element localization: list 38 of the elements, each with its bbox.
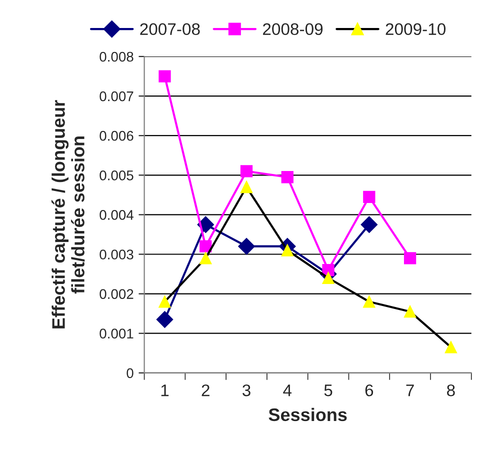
point — [238, 238, 255, 255]
point — [281, 171, 294, 184]
point — [158, 70, 171, 82]
x-tick-label: 4 — [283, 384, 292, 396]
point — [158, 296, 171, 308]
point — [444, 341, 458, 354]
legend-label: 2007-08 — [140, 23, 200, 36]
y-axis-title: Effectif capturé / (longueur filet/durée session — [52, 100, 85, 328]
point — [404, 252, 416, 264]
legend-label: 2009-10 — [386, 23, 446, 36]
y-tick-label: 0.006 — [100, 130, 134, 141]
point — [404, 306, 416, 318]
point — [156, 311, 174, 328]
x-tick-label: 6 — [365, 384, 374, 396]
x-tick-label: 2 — [202, 384, 210, 396]
point — [360, 216, 378, 233]
legend-label: 2008-09 — [263, 23, 323, 36]
point — [363, 190, 376, 203]
y-tick-label: 0.007 — [100, 91, 134, 102]
y-tick-label: 0 — [126, 368, 134, 378]
x-axis-title: Sessions — [268, 408, 347, 422]
x-tick-label: 1 — [161, 384, 169, 396]
point — [200, 252, 212, 264]
point — [363, 296, 376, 308]
y-tick-label: 0.004 — [100, 210, 134, 220]
x-tick-label: 8 — [447, 384, 455, 396]
point — [240, 180, 253, 194]
point — [240, 165, 253, 178]
x-tick-label: 7 — [406, 384, 414, 396]
y-tick-label: 0.003 — [100, 250, 134, 260]
y-tick-label: 0.008 — [100, 52, 134, 62]
x-tick-label: 3 — [242, 384, 250, 396]
x-tick-label: 5 — [324, 384, 332, 396]
y-tick-label: 0.005 — [100, 170, 134, 180]
point — [200, 240, 212, 252]
y-tick-label: 0.001 — [100, 328, 134, 339]
point — [322, 272, 334, 284]
y-tick-label: 0.002 — [100, 289, 134, 299]
